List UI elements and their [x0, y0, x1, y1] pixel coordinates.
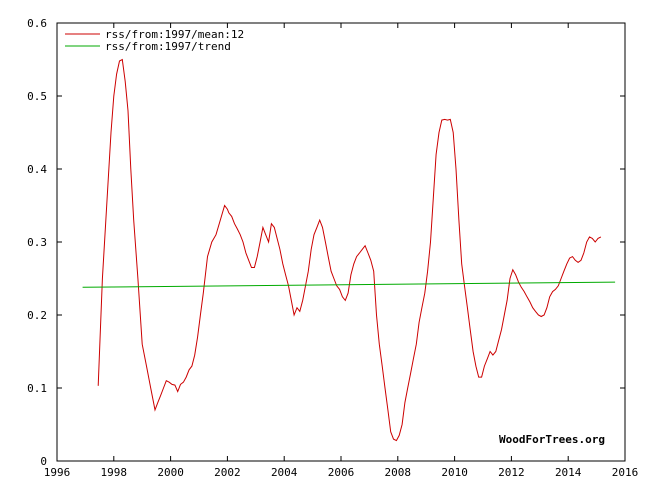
x-tick-label: 1998 — [101, 466, 128, 479]
legend-label-trend: rss/from:1997/trend — [105, 40, 231, 53]
x-tick-label: 2000 — [157, 466, 184, 479]
y-tick-label: 0 — [40, 455, 47, 468]
series-line-trend — [82, 281, 616, 288]
x-tick-label: 2004 — [271, 466, 298, 479]
y-tick-label: 0.5 — [27, 90, 47, 103]
x-tick-label: 2008 — [385, 466, 412, 479]
y-tick-label: 0.2 — [27, 309, 47, 322]
x-tick-label: 2006 — [328, 466, 355, 479]
y-tick-label: 0.3 — [27, 236, 47, 249]
series-line-mean — [97, 58, 602, 442]
y-tick-label: 0.4 — [27, 163, 47, 176]
x-tick-label: 2010 — [441, 466, 468, 479]
x-tick-label: 2002 — [214, 466, 241, 479]
series-layer — [82, 58, 616, 442]
x-tick-label: 2012 — [498, 466, 525, 479]
legend: rss/from:1997/mean:12 rss/from:1997/tren… — [65, 28, 244, 53]
y-tick-label: 0.1 — [27, 382, 47, 395]
legend-label-mean: rss/from:1997/mean:12 — [105, 28, 244, 41]
x-tick-label: 1996 — [44, 466, 71, 479]
y-tick-label: 0.6 — [27, 17, 47, 30]
x-tick-label: 2014 — [555, 466, 582, 479]
x-tick-label: 2016 — [612, 466, 639, 479]
x-axis-ticks: 1996 1998 2000 2002 2004 2006 2008 2010 2012 2014… — [44, 23, 639, 479]
plot-frame — [56, 22, 626, 462]
y-axis-ticks: 0 0.1 0.2 0.3 0.4 0.5 0.6 — [27, 17, 625, 468]
watermark-text: WoodForTrees.org — [499, 433, 605, 446]
